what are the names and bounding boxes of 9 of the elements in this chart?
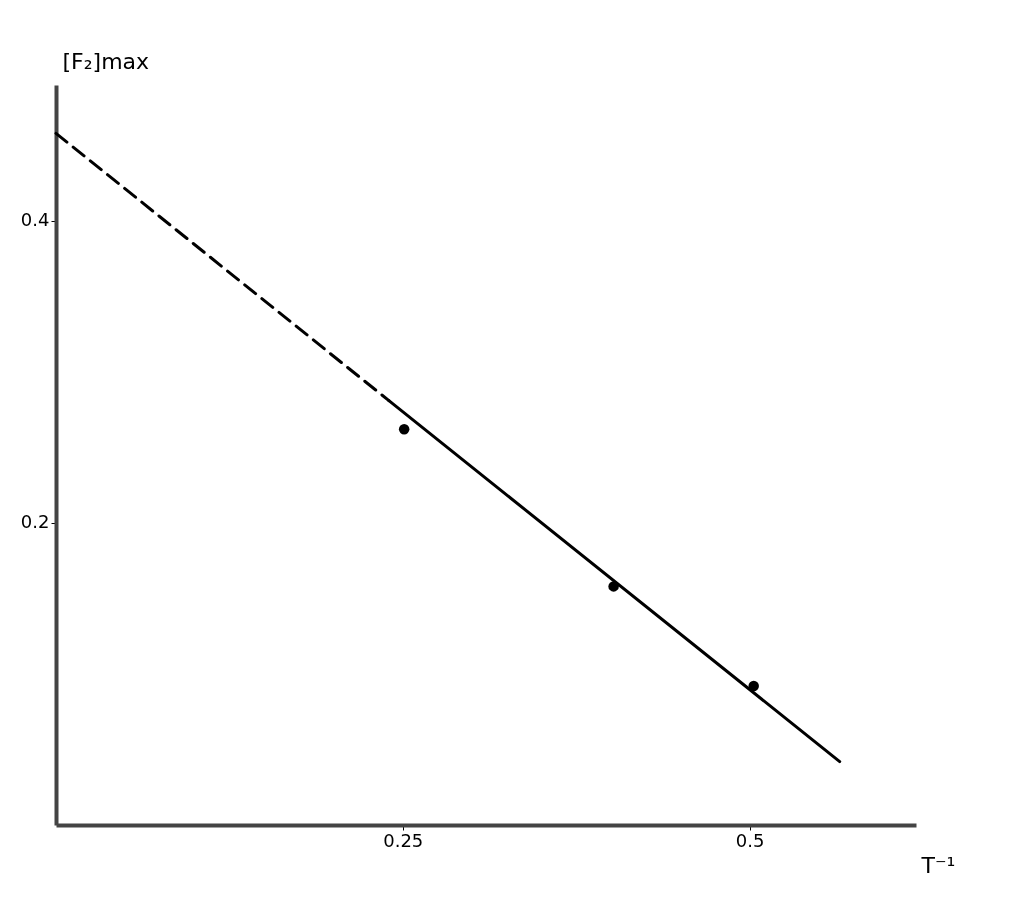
point (608, 581, 619, 592)
y-tick-label: 0.2 (20, 511, 50, 533)
x-axis-title: T⁻¹ (920, 852, 956, 878)
point (748, 680, 759, 692)
y-axis-title: [F₂]max (62, 48, 150, 74)
point (398, 424, 410, 435)
x-tick-label: 0.5 (735, 829, 765, 851)
y-tick-label: 0.4 (20, 209, 50, 231)
x-tick-label: 0.25 (383, 829, 424, 851)
